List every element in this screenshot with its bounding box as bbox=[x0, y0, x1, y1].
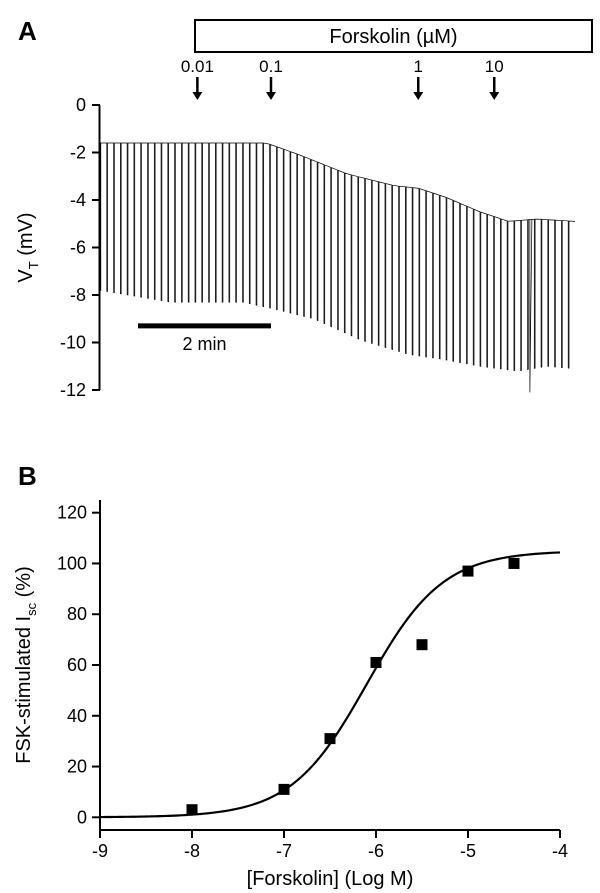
panel-b-xtick-label: -9 bbox=[92, 841, 108, 861]
panel-b-xtick-label: -6 bbox=[368, 841, 384, 861]
panel-b-ytick-label: 0 bbox=[77, 807, 87, 827]
dose-arrow-label: 0.01 bbox=[181, 57, 214, 76]
panel-a-ytick-label: 0 bbox=[76, 95, 86, 115]
panel-b-xlabel: [Forskolin] (Log M) bbox=[247, 868, 414, 890]
panel-b-ytick-label: 120 bbox=[57, 503, 87, 523]
dose-arrowhead-icon bbox=[266, 92, 276, 100]
data-point-marker bbox=[371, 657, 382, 668]
panel-a-ytick-label: -10 bbox=[60, 333, 86, 353]
panel-b-ytick-label: 100 bbox=[57, 553, 87, 573]
panel-b: B 0 20 40 60 80 100 120 -9 -8 -7 -6 -5 -4 [Forskolin] … bbox=[13, 461, 568, 890]
dose-response-fit bbox=[100, 552, 560, 817]
data-point-marker bbox=[279, 784, 290, 795]
panel-b-ytick-label: 80 bbox=[67, 604, 87, 624]
scalebar-label: 2 min bbox=[182, 334, 226, 354]
dose-arrowhead-icon bbox=[413, 92, 423, 100]
dose-arrowhead-icon bbox=[192, 92, 202, 100]
panel-a-ylabel: VT (mV) bbox=[15, 212, 41, 282]
dose-arrow-label: 10 bbox=[485, 57, 504, 76]
panel-b-label: B bbox=[18, 461, 37, 491]
panel-a-ytick-label: -12 bbox=[60, 380, 86, 400]
panel-b-ytick-label: 20 bbox=[67, 757, 87, 777]
panel-b-xtick-label: -7 bbox=[276, 841, 292, 861]
voltage-trace-spike bbox=[530, 220, 532, 393]
panel-b-ytick-label: 40 bbox=[67, 706, 87, 726]
dose-arrowhead-icon bbox=[489, 92, 499, 100]
panel-b-ytick-label: 60 bbox=[67, 655, 87, 675]
panel-b-xtick-label: -5 bbox=[460, 841, 476, 861]
panel-b-xtick-label: -4 bbox=[552, 841, 568, 861]
panel-a-ytick-label: -4 bbox=[70, 190, 86, 210]
panel-b-xtick-label: -8 bbox=[184, 841, 200, 861]
voltage-trace bbox=[100, 143, 575, 371]
treatment-box-label: Forskolin (µM) bbox=[329, 26, 457, 48]
panel-a-ytick-label: -8 bbox=[70, 285, 86, 305]
panel-a: A Forskolin (µM) 0 -2 -4 -6 -8 -10 -12 VT (mV) 0.0… bbox=[15, 16, 592, 400]
data-point-marker bbox=[509, 558, 520, 569]
dose-arrow-label: 0.1 bbox=[259, 57, 283, 76]
panel-a-ytick-label: -6 bbox=[70, 238, 86, 258]
data-point-marker bbox=[463, 566, 474, 577]
panel-a-label: A bbox=[18, 16, 37, 46]
data-point-marker bbox=[417, 639, 428, 650]
dose-arrow-label: 1 bbox=[414, 57, 423, 76]
panel-b-ylabel: FSK-stimulated Isc (%) bbox=[13, 566, 39, 764]
data-point-marker bbox=[187, 804, 198, 815]
panel-a-ytick-label: -2 bbox=[70, 143, 86, 163]
data-point-marker bbox=[325, 733, 336, 744]
